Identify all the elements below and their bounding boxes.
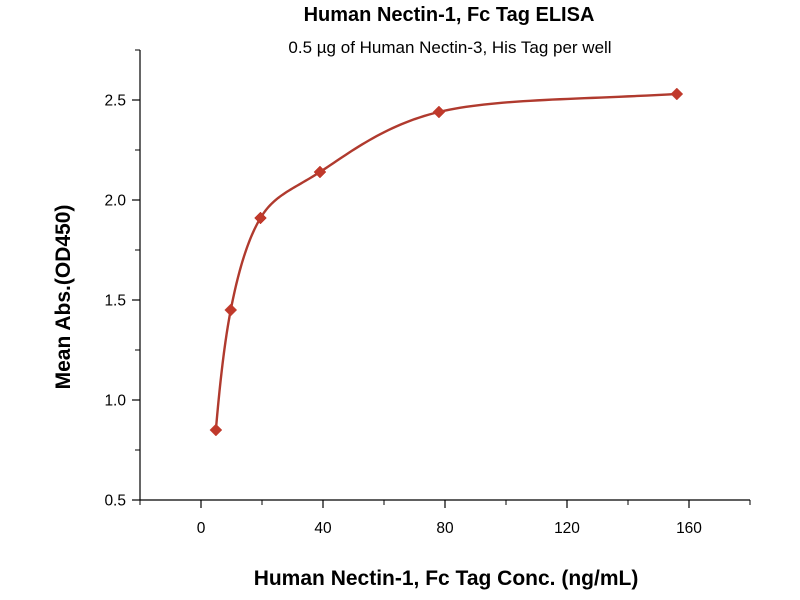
data-points xyxy=(209,87,684,437)
data-point xyxy=(313,165,327,179)
axes xyxy=(139,50,750,501)
data-point xyxy=(224,303,238,317)
chart-subtitle: 0.5 µg of Human Nectin-3, His Tag per we… xyxy=(288,38,611,57)
y-tick-label: 2.5 xyxy=(104,93,126,110)
x-tick-label: 80 xyxy=(436,520,454,537)
x-tick-label: 160 xyxy=(676,520,702,537)
data-point xyxy=(254,211,267,225)
y-axis-title: Mean Abs.(OD450) xyxy=(52,205,75,390)
fit-curve xyxy=(214,92,677,431)
y-tick-label: 0.5 xyxy=(104,493,126,510)
data-point xyxy=(209,423,223,437)
data-point xyxy=(670,87,684,101)
tick-marks xyxy=(132,49,751,508)
tick-labels: 0 40 80 120 160 0.5 1.0 1.5 2.0 2.5 xyxy=(104,93,702,538)
x-tick-label: 0 xyxy=(197,520,206,537)
data-point xyxy=(432,105,446,119)
y-tick-label: 2.0 xyxy=(104,193,126,210)
x-axis-title: Human Nectin-1, Fc Tag Conc. (ng/mL) xyxy=(254,567,639,590)
x-tick-label: 40 xyxy=(314,520,332,537)
y-tick-label: 1.5 xyxy=(104,293,126,310)
chart-title: Human Nectin-1, Fc Tag ELISA xyxy=(304,4,595,26)
y-tick-label: 1.0 xyxy=(104,393,126,410)
x-tick-label: 120 xyxy=(554,520,580,537)
